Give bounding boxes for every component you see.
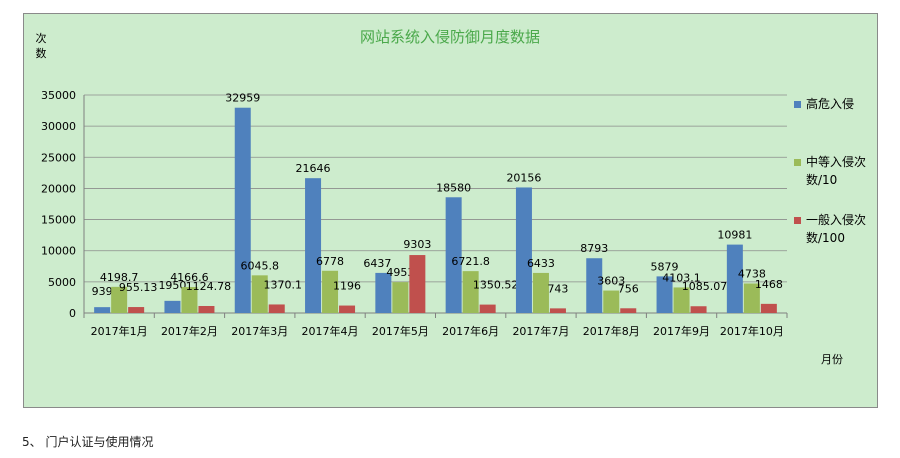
x-axis-label: 月份 — [821, 353, 843, 366]
data-label: 4103.1 — [662, 271, 701, 284]
bar — [181, 287, 198, 313]
data-label: 6721.8 — [451, 255, 490, 268]
data-label: 1950 — [158, 279, 186, 292]
data-label: 1124.78 — [186, 280, 232, 293]
data-label: 21646 — [296, 162, 331, 175]
data-label: 4738 — [738, 267, 766, 280]
data-label: 6437 — [363, 257, 391, 270]
y-tick-label: 0 — [69, 307, 76, 320]
bar — [656, 276, 673, 313]
bar — [339, 305, 356, 313]
y-tick-label: 30000 — [41, 120, 76, 133]
x-tick-label: 2017年1月 — [91, 324, 148, 338]
bar — [532, 272, 549, 313]
data-label: 9303 — [403, 238, 431, 251]
data-label: 955.13 — [119, 281, 158, 294]
bar — [673, 287, 690, 313]
y-tick-label: 20000 — [41, 182, 76, 195]
bar — [322, 270, 339, 313]
x-tick-label: 2017年2月 — [161, 324, 218, 338]
data-label: 4198.7 — [100, 271, 139, 284]
legend-swatch — [794, 159, 801, 166]
bar — [462, 271, 479, 313]
y-axis-label: 次 — [36, 31, 47, 45]
data-label: 10981 — [717, 229, 752, 242]
x-tick-label: 2017年4月 — [302, 324, 359, 338]
legend-label: 数/10 — [806, 172, 837, 187]
x-tick-label: 2017年10月 — [720, 324, 784, 338]
y-tick-label: 10000 — [41, 245, 76, 258]
x-tick-label: 2017年8月 — [583, 324, 640, 338]
y-tick-label: 5000 — [48, 276, 76, 289]
bar — [726, 244, 743, 313]
data-label: 756 — [618, 282, 639, 295]
legend-label: 中等入侵次 — [806, 154, 866, 169]
data-label: 1370.1 — [264, 278, 303, 291]
bar — [479, 304, 496, 313]
y-tick-label: 35000 — [41, 89, 76, 102]
bar — [94, 307, 111, 313]
y-tick-label: 15000 — [41, 214, 76, 227]
bar — [445, 197, 462, 313]
chart-title: 网站系统入侵防御月度数据 — [360, 28, 540, 46]
bar — [743, 283, 760, 313]
data-label: 4166.6 — [170, 271, 209, 284]
data-label: 4953 — [386, 266, 414, 279]
bar — [198, 305, 215, 313]
legend-label: 一般入侵次 — [806, 212, 866, 227]
bar — [690, 306, 707, 313]
bar — [164, 300, 181, 313]
x-tick-label: 2017年7月 — [512, 324, 569, 338]
data-label: 18580 — [436, 181, 471, 194]
bar — [128, 307, 145, 313]
bar — [111, 286, 128, 313]
data-label: 8793 — [580, 242, 608, 255]
bar — [392, 282, 409, 313]
data-label: 6045.8 — [241, 259, 280, 272]
data-label: 6778 — [316, 255, 344, 268]
x-tick-label: 2017年9月 — [653, 324, 710, 338]
bar — [251, 275, 268, 313]
bar — [375, 272, 392, 313]
data-label: 1350.52 — [473, 279, 519, 292]
data-label: 1085.07 — [682, 280, 728, 293]
data-label: 1468 — [755, 278, 783, 291]
section-caption: 5、 门户认证与使用情况 — [22, 435, 154, 449]
bar — [305, 178, 322, 313]
bar — [586, 258, 603, 313]
x-tick-label: 2017年5月 — [372, 324, 429, 338]
bar — [549, 308, 566, 313]
x-tick-label: 2017年3月 — [231, 324, 288, 338]
legend-swatch — [794, 217, 801, 224]
data-label: 1196 — [333, 280, 361, 293]
data-label: 5879 — [651, 260, 679, 273]
data-label: 3603 — [597, 275, 625, 288]
data-label: 20156 — [506, 171, 541, 184]
data-label: 939 — [92, 285, 113, 298]
bar — [760, 303, 777, 313]
data-label: 743 — [547, 282, 568, 295]
bar — [268, 304, 285, 313]
x-tick-label: 2017年6月 — [442, 324, 499, 338]
data-label: 32959 — [225, 92, 260, 105]
y-axis-label: 数 — [36, 47, 47, 60]
bar — [620, 308, 637, 313]
legend-swatch — [794, 101, 801, 108]
legend-label: 高危入侵 — [806, 96, 854, 111]
bar — [603, 290, 620, 313]
data-label: 6433 — [527, 257, 555, 270]
bar — [515, 187, 532, 313]
legend-label: 数/100 — [806, 230, 845, 245]
bar — [409, 255, 426, 313]
bar — [234, 107, 251, 313]
y-tick-label: 25000 — [41, 151, 76, 164]
